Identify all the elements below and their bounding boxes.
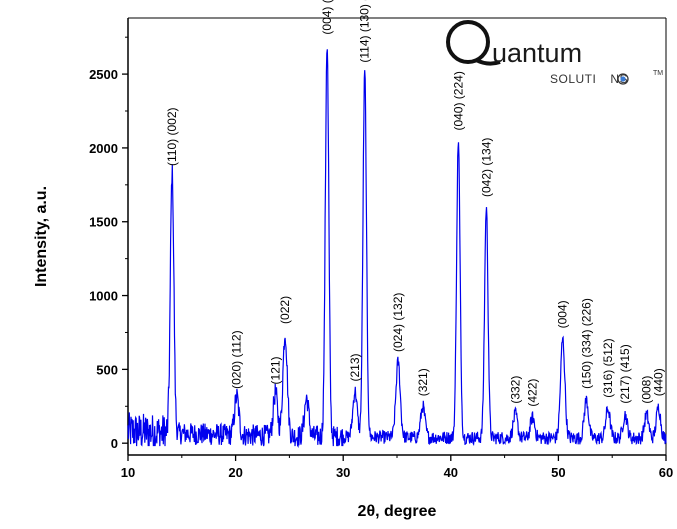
x-tick-label: 50 <box>551 465 565 480</box>
x-tick-label: 30 <box>336 465 350 480</box>
peak-label: (213) <box>348 353 362 381</box>
logo-q-ring <box>446 20 490 64</box>
peak-label: (040) (224) <box>451 71 465 130</box>
peak-label: (316) (512) <box>601 338 615 397</box>
axes: 10 20 30 40 50 60 0 500 1000 1500 2000 2500 2θ, degr… <box>33 17 673 520</box>
peak-label: (024) (132) <box>391 293 405 352</box>
y-tick-label: 1500 <box>89 215 118 230</box>
peak-label: (114) (130) (222) <box>358 0 372 63</box>
peak-label: (150) (334) (226) <box>579 298 593 389</box>
series-layer <box>127 49 667 449</box>
x-tick-label: 10 <box>121 465 135 480</box>
peak-label: (042) (134) <box>479 138 493 197</box>
peak-label: (321) <box>416 368 430 396</box>
y-axis-title: Intensity, a.u. <box>33 186 50 287</box>
peak-labels: (110) (002) (020) (112) (121) (022) (004) (2… <box>165 0 665 407</box>
y-tick-label: 500 <box>96 362 118 377</box>
peak-label: (422) <box>526 379 540 407</box>
peak-label: (121) <box>268 356 282 384</box>
peak-label: (004) (220) <box>320 0 334 35</box>
peak-label: (440) <box>651 368 665 396</box>
y-tick-label: 2000 <box>89 141 118 156</box>
peak-label: (217) (415) <box>618 344 632 403</box>
peak-label: (332) <box>508 376 522 404</box>
x-tick-label: 60 <box>659 465 673 480</box>
quantum-solutions-logo: uantum SOLUTI NS TM <box>446 20 663 86</box>
peak-label: (110) (002) <box>165 107 179 165</box>
x-tick-label: 20 <box>228 465 242 480</box>
y-tick-label: 2500 <box>89 67 118 82</box>
logo-o-ring <box>617 73 629 85</box>
logo-word: uantum <box>492 38 582 68</box>
logo-o-dot <box>620 76 626 82</box>
peak-label: (020) (112) <box>230 330 244 388</box>
x-axis-title: 2θ, degree <box>358 503 437 520</box>
peak-label: (004) <box>556 300 570 328</box>
logo-trademark: TM <box>653 70 663 77</box>
diffraction-pattern-line <box>127 49 667 449</box>
logo-subtitle: SOLUTI NS <box>550 72 628 86</box>
y-tick-label: 1000 <box>89 289 118 304</box>
x-tick-label: 40 <box>444 465 458 480</box>
y-tick-label: 0 <box>111 436 118 451</box>
logo-q-tail <box>475 58 501 66</box>
peak-label: (022) <box>278 296 292 324</box>
peak-label: (008) <box>640 376 654 404</box>
